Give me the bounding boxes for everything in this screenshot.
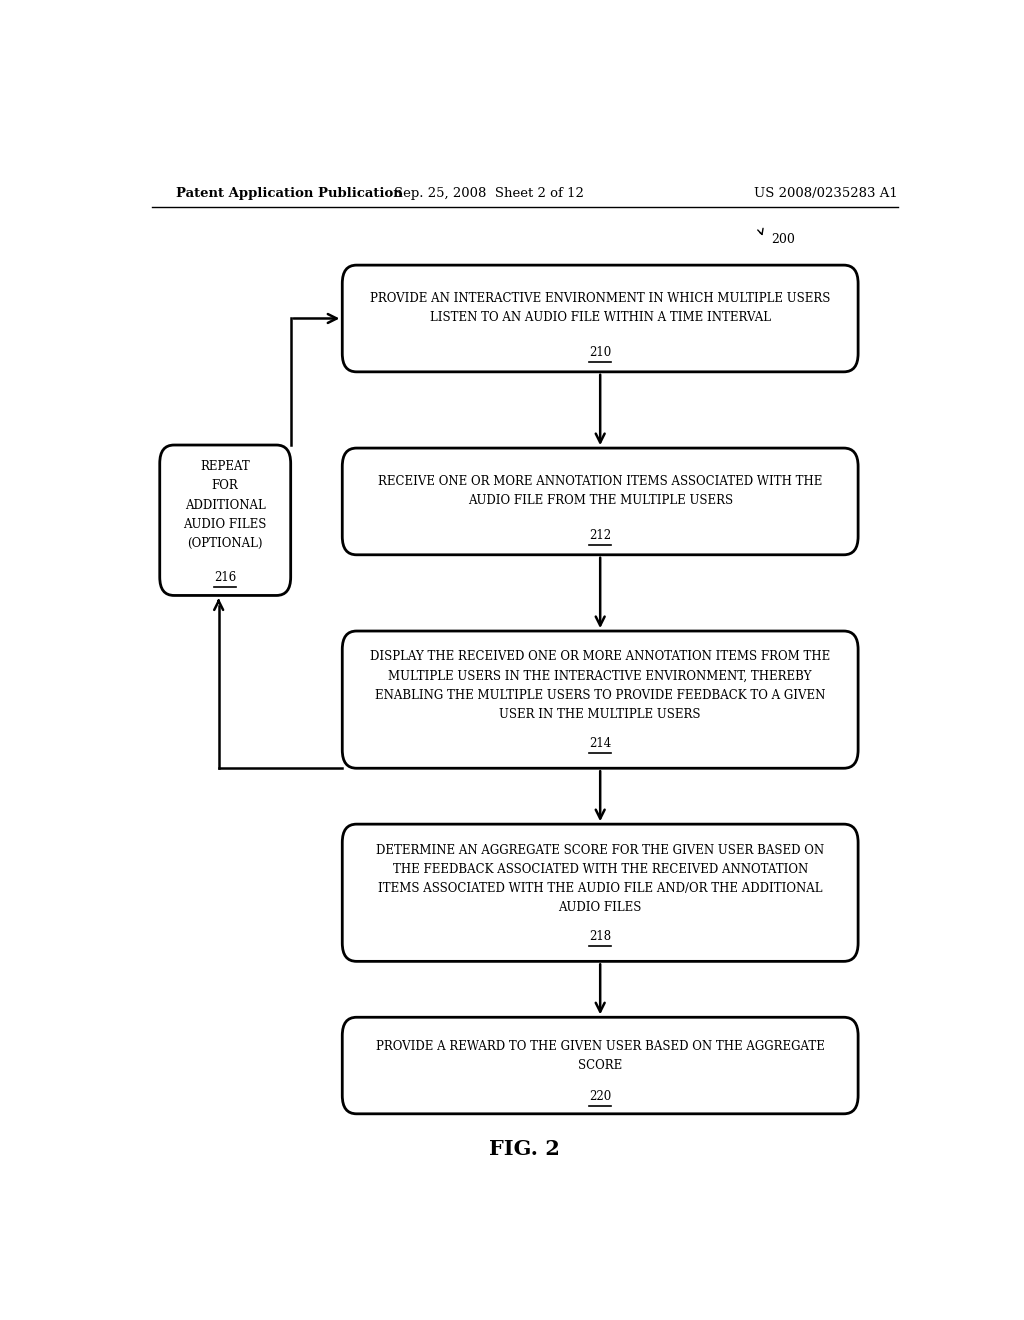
Text: ENABLING THE MULTIPLE USERS TO PROVIDE FEEDBACK TO A GIVEN: ENABLING THE MULTIPLE USERS TO PROVIDE F…	[375, 689, 825, 702]
Text: USER IN THE MULTIPLE USERS: USER IN THE MULTIPLE USERS	[500, 709, 701, 721]
Text: 216: 216	[214, 572, 237, 583]
Text: 200: 200	[771, 234, 795, 247]
Text: DISPLAY THE RECEIVED ONE OR MORE ANNOTATION ITEMS FROM THE: DISPLAY THE RECEIVED ONE OR MORE ANNOTAT…	[370, 651, 830, 664]
FancyBboxPatch shape	[342, 631, 858, 768]
Text: FIG. 2: FIG. 2	[489, 1139, 560, 1159]
Text: THE FEEDBACK ASSOCIATED WITH THE RECEIVED ANNOTATION: THE FEEDBACK ASSOCIATED WITH THE RECEIVE…	[392, 863, 808, 876]
Text: 210: 210	[589, 346, 611, 359]
Text: 220: 220	[589, 1090, 611, 1104]
Text: REPEAT: REPEAT	[201, 461, 250, 473]
FancyBboxPatch shape	[160, 445, 291, 595]
Text: FOR: FOR	[212, 479, 239, 492]
FancyBboxPatch shape	[342, 265, 858, 372]
Text: 218: 218	[589, 931, 611, 944]
Text: 214: 214	[589, 737, 611, 750]
Text: 212: 212	[589, 529, 611, 543]
Text: LISTEN TO AN AUDIO FILE WITHIN A TIME INTERVAL: LISTEN TO AN AUDIO FILE WITHIN A TIME IN…	[430, 312, 771, 323]
FancyBboxPatch shape	[342, 1018, 858, 1114]
Text: AUDIO FILE FROM THE MULTIPLE USERS: AUDIO FILE FROM THE MULTIPLE USERS	[468, 494, 733, 507]
Text: Patent Application Publication: Patent Application Publication	[176, 187, 402, 201]
Text: ITEMS ASSOCIATED WITH THE AUDIO FILE AND/OR THE ADDITIONAL: ITEMS ASSOCIATED WITH THE AUDIO FILE AND…	[378, 882, 822, 895]
Text: RECEIVE ONE OR MORE ANNOTATION ITEMS ASSOCIATED WITH THE: RECEIVE ONE OR MORE ANNOTATION ITEMS ASS…	[378, 475, 822, 487]
Text: SCORE: SCORE	[579, 1059, 623, 1072]
FancyBboxPatch shape	[342, 447, 858, 554]
Text: US 2008/0235283 A1: US 2008/0235283 A1	[755, 187, 898, 201]
Text: AUDIO FILES: AUDIO FILES	[183, 517, 267, 531]
Text: Sep. 25, 2008  Sheet 2 of 12: Sep. 25, 2008 Sheet 2 of 12	[394, 187, 584, 201]
Text: DETERMINE AN AGGREGATE SCORE FOR THE GIVEN USER BASED ON: DETERMINE AN AGGREGATE SCORE FOR THE GIV…	[376, 843, 824, 857]
Text: (OPTIONAL): (OPTIONAL)	[187, 537, 263, 550]
FancyBboxPatch shape	[342, 824, 858, 961]
Text: ADDITIONAL: ADDITIONAL	[185, 499, 265, 512]
Text: PROVIDE A REWARD TO THE GIVEN USER BASED ON THE AGGREGATE: PROVIDE A REWARD TO THE GIVEN USER BASED…	[376, 1040, 824, 1053]
Text: PROVIDE AN INTERACTIVE ENVIRONMENT IN WHICH MULTIPLE USERS: PROVIDE AN INTERACTIVE ENVIRONMENT IN WH…	[370, 292, 830, 305]
Text: AUDIO FILES: AUDIO FILES	[558, 902, 642, 915]
Text: MULTIPLE USERS IN THE INTERACTIVE ENVIRONMENT, THEREBY: MULTIPLE USERS IN THE INTERACTIVE ENVIRO…	[388, 669, 812, 682]
